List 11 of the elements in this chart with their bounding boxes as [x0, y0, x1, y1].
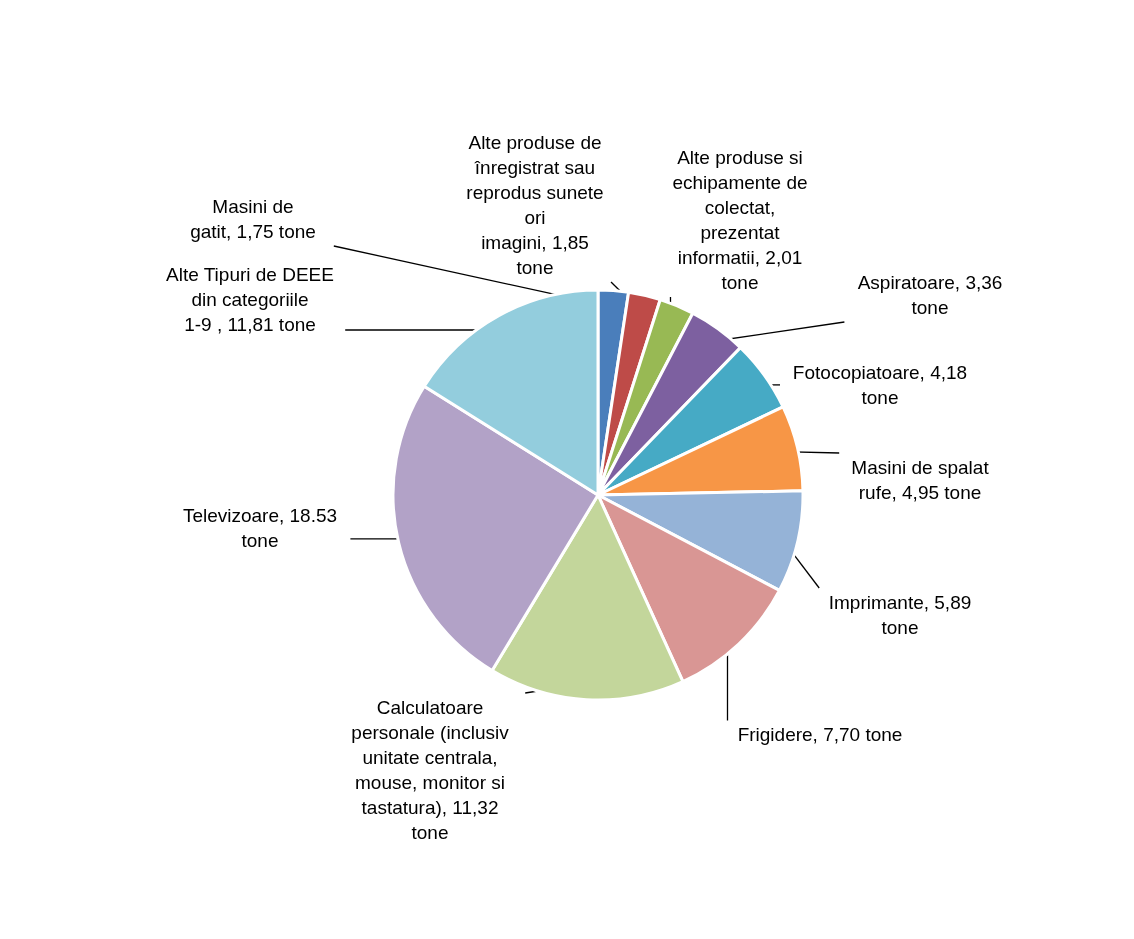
slice-label: Alte produse si echipamente de colectat, prezentat informatii, 2,01 tone	[672, 146, 808, 293]
slice-label: Alte produse de înregistrat sau reprodus sunete ori imagini, 1,85 tone	[466, 131, 604, 278]
slice-label: Masini de gatit, 1,75 tone	[190, 195, 316, 242]
slice-label: Televizoare, 18.53 tone	[182, 504, 338, 551]
slice-label: Frigidere, 7,70 tone	[737, 724, 903, 745]
slice-label: Calculatoare personale (inclusiv unitate centrala, mouse, monitor si tastatura), 11,32 tone	[351, 696, 510, 843]
slice-label: Masini de spalat rufe, 4,95 tone	[851, 456, 990, 503]
slice-label: Alte Tipuri de DEEE din categoriile 1-9 , 11,81 tone	[166, 264, 334, 335]
slice-label: Aspiratoare, 3,36 tone	[857, 271, 1003, 318]
slice-label: Imprimante, 5,89 tone	[828, 591, 972, 638]
slice-label: Fotocopiatoare, 4,18 tone	[792, 361, 968, 408]
